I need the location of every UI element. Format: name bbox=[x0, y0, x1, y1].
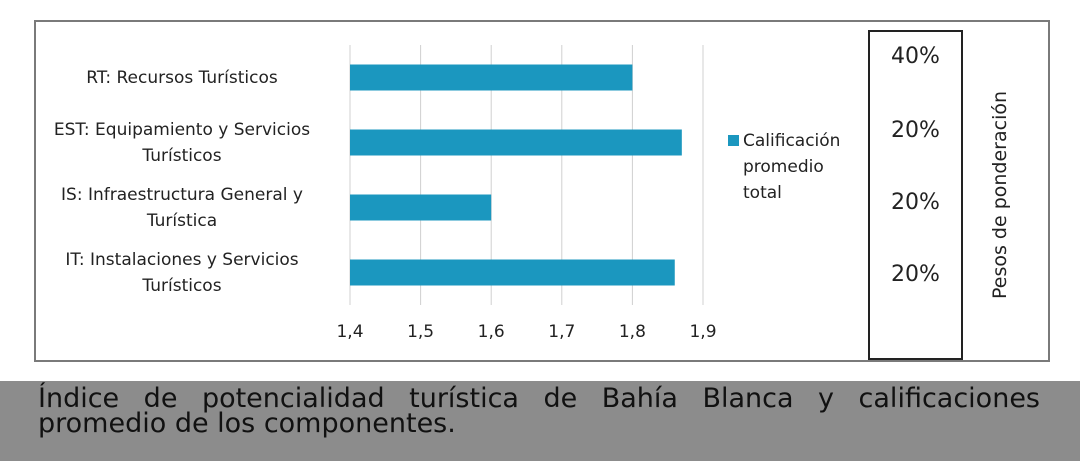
bar bbox=[350, 129, 682, 156]
legend-label: Calificación promedio total bbox=[743, 131, 841, 203]
legend-swatch bbox=[728, 135, 739, 146]
bar bbox=[350, 194, 492, 221]
x-tick-label: 1,4 bbox=[336, 322, 364, 342]
x-tick-label: 1,5 bbox=[407, 322, 435, 342]
category-label: EST: Equipamiento y Servicios Turísticos bbox=[53, 119, 311, 166]
x-tick-label: 1,7 bbox=[548, 322, 576, 342]
category-label: IT: Instalaciones y Servicios Turísticos bbox=[65, 249, 299, 296]
bar-chart bbox=[349, 45, 704, 305]
weight-value: 20% bbox=[891, 262, 940, 287]
x-tick-label: 1,6 bbox=[477, 322, 505, 342]
category-label: RT: Recursos Turísticos bbox=[86, 67, 278, 88]
x-tick-label: 1,9 bbox=[689, 322, 717, 342]
x-tick-label: 1,8 bbox=[618, 322, 646, 342]
weight-value: 20% bbox=[891, 118, 940, 143]
weight-value: 40% bbox=[891, 44, 940, 69]
weight-value: 20% bbox=[891, 190, 940, 215]
caption-band bbox=[0, 381, 1080, 461]
bar bbox=[350, 259, 675, 286]
weights-box: 40% 20% 20% 20% bbox=[868, 30, 963, 360]
figure-caption: Índice de potencialidad turística de Bah… bbox=[38, 383, 1040, 439]
bar bbox=[350, 64, 633, 91]
category-label: IS: Infraestructura General y Turística bbox=[61, 184, 303, 231]
weights-title: Pesos de ponderación bbox=[989, 90, 1011, 300]
